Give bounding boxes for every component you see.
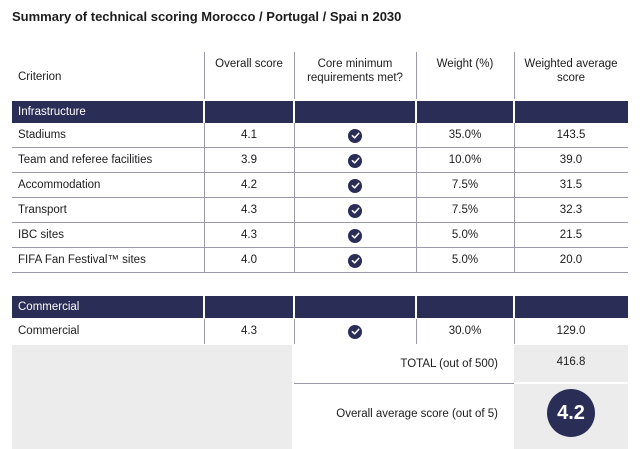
weight-cell: 5.0% — [451, 254, 479, 266]
criterion-cell: Accommodation — [18, 179, 101, 191]
check-circle-icon — [348, 253, 362, 268]
column-divider — [416, 319, 417, 344]
check-circle-icon — [348, 203, 362, 218]
column-divider — [416, 123, 417, 273]
column-divider — [294, 123, 295, 273]
header-core-requirements: Core minimum requirements met? — [307, 58, 403, 84]
row-divider — [12, 247, 628, 248]
bar-divider — [513, 101, 515, 123]
requirements-cell — [294, 148, 416, 173]
section-label-infrastructure: Infrastructure — [18, 106, 86, 118]
score-cell: 4.1 — [241, 129, 257, 141]
totals-filler — [12, 345, 292, 449]
check-circle-icon — [348, 153, 362, 168]
header-divider — [294, 52, 295, 99]
total-value: 416.8 — [556, 356, 586, 368]
header-divider — [514, 52, 515, 99]
criterion-cell: Commercial — [18, 325, 80, 337]
requirements-cell — [294, 319, 416, 344]
check-circle-icon — [348, 178, 362, 193]
bar-divider — [415, 101, 417, 123]
bar-divider — [415, 296, 417, 318]
table-row: Accommodation 4.2 7.5% 31.5 — [12, 173, 628, 198]
table-row: FIFA Fan Festival™ sites 4.0 5.0% 20.0 — [12, 248, 628, 273]
column-divider — [294, 319, 295, 344]
score-cell: 4.3 — [241, 204, 257, 216]
page-title: Summary of technical scoring Morocco / P… — [12, 9, 402, 24]
weighted-average-cell: 21.5 — [559, 229, 583, 241]
overall-label: Overall average score (out of 5) — [336, 408, 498, 420]
total-label: TOTAL (out of 500) — [400, 358, 498, 370]
bar-divider — [293, 101, 295, 123]
row-divider — [12, 172, 628, 173]
score-cell: 4.3 — [241, 229, 257, 241]
requirements-cell — [294, 223, 416, 248]
total-value-cell — [514, 345, 628, 382]
weighted-average-cell: 20.0 — [559, 254, 583, 266]
weighted-average-cell: 129.0 — [556, 325, 586, 337]
weighted-average-cell: 32.3 — [559, 204, 583, 216]
score-cell: 3.9 — [241, 154, 257, 166]
requirements-cell — [294, 173, 416, 198]
weighted-average-cell: 143.5 — [556, 129, 586, 141]
section-bar-infrastructure — [12, 101, 628, 123]
table-row: IBC sites 4.3 5.0% 21.5 — [12, 223, 628, 248]
weighted-average-cell: 31.5 — [559, 179, 583, 191]
requirements-cell — [294, 248, 416, 273]
table-row: Commercial 4.3 30.0% 129.0 — [12, 319, 628, 344]
table-row: Team and referee facilities 3.9 10.0% 39… — [12, 148, 628, 173]
table-row: Transport 4.3 7.5% 32.3 — [12, 198, 628, 223]
header-divider — [204, 52, 205, 99]
table-row: Stadiums 4.1 35.0% 143.5 — [12, 123, 628, 148]
header-criterion: Criterion — [18, 71, 62, 83]
header-weighted-average: Weighted average score — [524, 58, 618, 84]
header-overall-score: Overall score — [215, 58, 283, 70]
criterion-cell: Transport — [18, 204, 67, 216]
column-divider — [204, 123, 205, 273]
header-weight: Weight (%) — [436, 58, 494, 70]
check-circle-icon — [348, 324, 362, 339]
row-divider — [12, 272, 628, 273]
check-circle-icon — [348, 128, 362, 143]
bar-divider — [293, 296, 295, 318]
weight-cell: 35.0% — [448, 129, 482, 141]
section-bar-commercial — [12, 296, 628, 318]
header-divider — [416, 52, 417, 99]
requirements-cell — [294, 123, 416, 148]
weight-cell: 30.0% — [448, 325, 482, 337]
row-divider — [12, 197, 628, 198]
section-label-commercial: Commercial — [18, 301, 80, 313]
score-cell: 4.0 — [241, 254, 257, 266]
column-divider — [204, 319, 205, 344]
requirements-cell — [294, 198, 416, 223]
criterion-cell: Team and referee facilities — [18, 154, 153, 166]
criterion-cell: Stadiums — [18, 129, 66, 141]
weight-cell: 7.5% — [451, 179, 479, 191]
weight-cell: 10.0% — [448, 154, 482, 166]
weight-cell: 5.0% — [451, 229, 479, 241]
bar-divider — [513, 296, 515, 318]
column-divider — [514, 123, 515, 273]
bar-divider — [203, 101, 205, 123]
bar-divider — [203, 296, 205, 318]
check-circle-icon — [348, 228, 362, 243]
weighted-average-cell: 39.0 — [559, 154, 583, 166]
score-cell: 4.3 — [241, 325, 257, 337]
score-cell: 4.2 — [241, 179, 257, 191]
column-divider — [514, 319, 515, 344]
weight-cell: 7.5% — [451, 204, 479, 216]
row-divider — [294, 383, 514, 384]
criterion-cell: FIFA Fan Festival™ sites — [18, 254, 146, 266]
criterion-cell: IBC sites — [18, 229, 65, 241]
row-divider — [12, 222, 628, 223]
row-divider — [12, 147, 628, 148]
overall-score-badge: 4.2 — [547, 389, 595, 437]
